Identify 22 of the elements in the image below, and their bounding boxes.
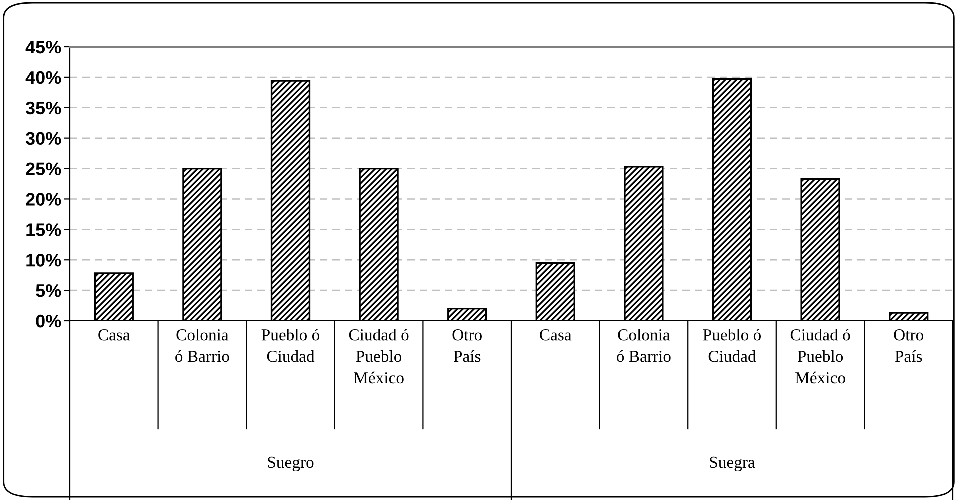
x-tick-label: Casa bbox=[540, 330, 572, 341]
x-tick-label: Pueblo ó Ciudad bbox=[703, 328, 762, 362]
x-tick-label: Ciudad ó Pueblo México bbox=[349, 328, 409, 384]
x-tick-label: Pueblo ó Ciudad bbox=[262, 328, 320, 362]
y-tick-label: 35% bbox=[26, 102, 62, 115]
y-tick-label: 45% bbox=[26, 40, 62, 54]
y-tick-label: 30% bbox=[26, 132, 62, 146]
text: Suegro bbox=[268, 456, 314, 472]
x-tick-label: Colonia ó Barrio bbox=[617, 329, 671, 362]
y-tick-label: 15% bbox=[26, 224, 62, 236]
x-tick-label: Otro País bbox=[894, 330, 924, 362]
x-tick-label: Colonia ó Barrio bbox=[176, 329, 230, 362]
y-tick-label: 20% bbox=[26, 193, 62, 206]
x-tick-label: Casa bbox=[98, 330, 130, 341]
y-tick-label: 10% bbox=[26, 254, 62, 267]
text: Suegra bbox=[710, 456, 756, 472]
x-tick-label: Otro País bbox=[452, 330, 482, 362]
y-tick-label: 40% bbox=[26, 71, 62, 84]
y-tick-label: 25% bbox=[26, 162, 62, 176]
x-tick-label: Ciudad ó Pueblo México bbox=[790, 328, 850, 384]
y-tick-label: 5% bbox=[36, 284, 62, 298]
y-tick-label: 0% bbox=[36, 314, 62, 328]
